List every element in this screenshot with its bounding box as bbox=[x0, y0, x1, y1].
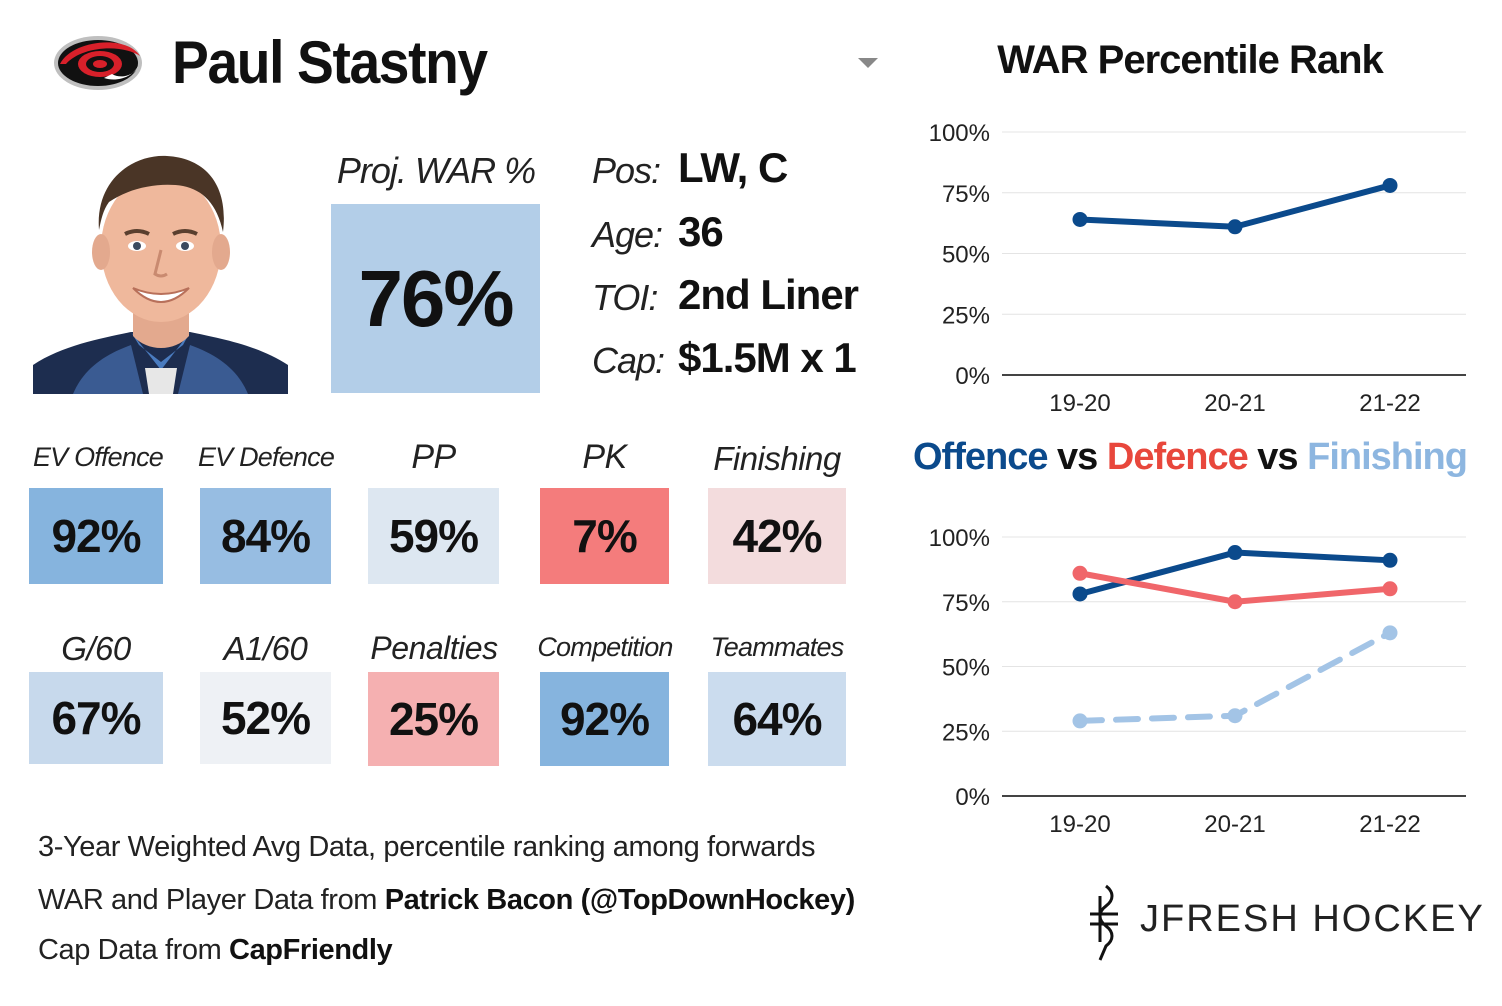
stat-label-pp: PP bbox=[411, 438, 456, 476]
ovd-title-vs-1: vs bbox=[1047, 436, 1107, 478]
x-tick-label: 19-20 bbox=[1049, 811, 1110, 838]
x-tick-label: 19-20 bbox=[1049, 390, 1110, 417]
y-tick-label: 100% bbox=[929, 525, 990, 552]
x-tick-label: 20-21 bbox=[1204, 390, 1265, 417]
offence-defence-finishing-chart: 0% 25% 50% 75% 100% 19-20 20-21 21-22 bbox=[929, 525, 1466, 838]
y-tick-label: 25% bbox=[942, 719, 990, 746]
stat-tile-finishing: 42% bbox=[708, 488, 846, 584]
stat-value-pk: 7% bbox=[572, 510, 637, 562]
info-value-age: 36 bbox=[678, 208, 724, 255]
info-label-age: Age: bbox=[592, 214, 663, 255]
y-tick-label: 0% bbox=[955, 784, 990, 811]
x-tick-label: 21-22 bbox=[1359, 811, 1420, 838]
stat-label-finishing: Finishing bbox=[713, 440, 841, 477]
ovd-title-vs-2: vs bbox=[1247, 436, 1308, 478]
data-point bbox=[1382, 552, 1398, 568]
y-tick-label: 25% bbox=[942, 302, 990, 329]
footer-note: 3-Year Weighted Avg Data, percentile ran… bbox=[38, 831, 816, 863]
stat-label-ev-defence: EV Defence bbox=[197, 442, 335, 472]
stat-value-penalties: 25% bbox=[388, 693, 479, 745]
data-point bbox=[1382, 581, 1398, 597]
y-tick-label: 100% bbox=[929, 120, 990, 147]
stat-value-ev-offence: 92% bbox=[51, 510, 141, 562]
ovd-title-offence: Offence bbox=[913, 436, 1048, 478]
stat-label-g60: G/60 bbox=[61, 630, 131, 667]
footer-war-source-link[interactable]: Patrick Bacon (@TopDownHockey) bbox=[384, 884, 856, 916]
stat-value-g60: 67% bbox=[51, 692, 141, 744]
stat-value-finishing: 42% bbox=[732, 510, 822, 562]
brand-name: JFRESH HOCKEY bbox=[1140, 898, 1485, 940]
stat-value-competition: 92% bbox=[559, 693, 650, 745]
stat-label-penalties: Penalties bbox=[370, 630, 498, 666]
info-label-toi: TOI: bbox=[592, 277, 658, 318]
ovd-title-finishing: Finishing bbox=[1307, 436, 1468, 478]
war-percentile-chart: 0% 25% 50% 75% 100% 19-20 20-21 21-22 bbox=[929, 120, 1466, 417]
y-tick-label: 0% bbox=[955, 363, 990, 390]
stat-tile-a160: 52% bbox=[200, 672, 331, 764]
data-point bbox=[1227, 594, 1243, 610]
stat-tile-pp: 59% bbox=[368, 488, 499, 584]
data-point bbox=[1227, 708, 1243, 724]
footer-cap-source-prefix: Cap Data from bbox=[38, 934, 230, 966]
stat-tile-pk: 7% bbox=[540, 488, 669, 584]
info-label-pos: Pos: bbox=[592, 150, 661, 191]
footer-war-source: WAR and Player Data from Patrick Bacon (… bbox=[38, 884, 855, 917]
info-value-toi: 2nd Liner bbox=[678, 271, 859, 318]
y-tick-label: 75% bbox=[942, 181, 990, 208]
war-chart-title: WAR Percentile Rank bbox=[997, 38, 1384, 82]
y-tick-label: 75% bbox=[942, 590, 990, 617]
ovd-chart-title: Offence vs Defence vs Finishing bbox=[900, 436, 1480, 479]
stat-value-pp: 59% bbox=[388, 510, 479, 562]
info-label-cap: Cap: bbox=[592, 340, 665, 381]
jfresh-logo-icon bbox=[1090, 884, 1118, 961]
data-point bbox=[1227, 545, 1243, 561]
data-point bbox=[1072, 713, 1088, 729]
stat-tile-competition: 92% bbox=[540, 672, 669, 766]
proj-war-label: Proj. WAR % bbox=[336, 150, 536, 191]
data-point bbox=[1072, 211, 1088, 227]
stat-label-pk: PK bbox=[582, 438, 627, 476]
player-headshot-icon bbox=[33, 140, 288, 394]
player-name: Paul Stastny bbox=[172, 29, 488, 96]
footer-cap-source-link[interactable]: CapFriendly bbox=[229, 934, 393, 966]
footer-cap-source: Cap Data from CapFriendly bbox=[38, 934, 393, 967]
stat-value-teammates: 64% bbox=[732, 693, 822, 745]
proj-war-value: 76% bbox=[358, 253, 514, 343]
stat-tile-teammates: 64% bbox=[708, 672, 846, 766]
x-tick-label: 20-21 bbox=[1204, 811, 1265, 838]
series-line bbox=[1077, 629, 1393, 724]
info-value-pos: LW, C bbox=[678, 144, 788, 191]
stat-value-ev-defence: 84% bbox=[220, 510, 311, 562]
data-point bbox=[1072, 565, 1088, 581]
data-point bbox=[1382, 625, 1398, 641]
stat-tile-ev-defence: 84% bbox=[200, 488, 331, 584]
stat-label-competition: Competition bbox=[537, 632, 673, 662]
stat-tile-g60: 67% bbox=[29, 672, 163, 764]
y-tick-label: 50% bbox=[942, 655, 990, 682]
info-value-cap: $1.5M x 1 bbox=[678, 334, 857, 381]
stat-value-a160: 52% bbox=[220, 692, 311, 744]
data-point bbox=[1072, 586, 1088, 602]
ovd-title-defence: Defence bbox=[1106, 436, 1249, 478]
footer-war-source-prefix: WAR and Player Data from bbox=[38, 884, 385, 916]
stat-label-a160: A1/60 bbox=[223, 630, 308, 667]
x-tick-label: 21-22 bbox=[1359, 390, 1420, 417]
data-point bbox=[1382, 177, 1398, 193]
stat-tile-ev-offence: 92% bbox=[29, 488, 163, 584]
proj-war-tile: 76% bbox=[331, 204, 540, 393]
y-tick-label: 50% bbox=[942, 242, 990, 269]
stat-label-teammates: Teammates bbox=[710, 632, 845, 662]
data-point bbox=[1227, 219, 1243, 235]
hurricanes-logo-icon bbox=[54, 36, 142, 90]
stat-label-ev-offence: EV Offence bbox=[32, 442, 164, 472]
chevron-down-icon[interactable] bbox=[858, 58, 878, 68]
stat-tile-penalties: 25% bbox=[368, 672, 499, 766]
